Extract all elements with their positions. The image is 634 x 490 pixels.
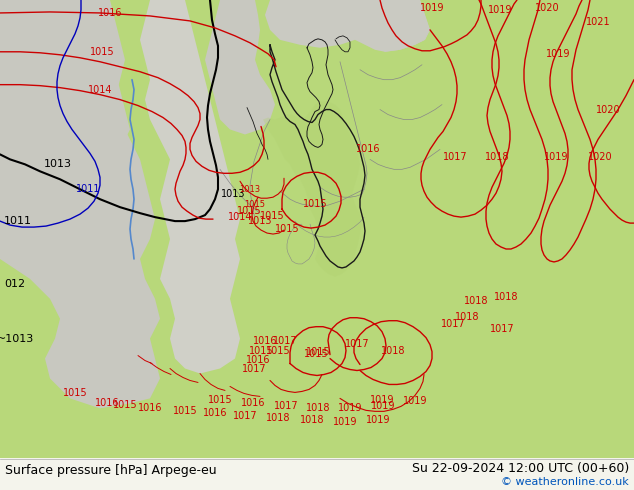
- Text: © weatheronline.co.uk: © weatheronline.co.uk: [501, 477, 629, 487]
- Polygon shape: [370, 0, 430, 52]
- Text: 1013: 1013: [240, 185, 261, 194]
- Polygon shape: [0, 0, 160, 408]
- Text: 1017: 1017: [233, 411, 257, 421]
- Text: 1020: 1020: [588, 152, 612, 162]
- Text: Surface pressure [hPa] Arpege-eu: Surface pressure [hPa] Arpege-eu: [5, 464, 217, 477]
- Text: 1015: 1015: [245, 200, 266, 209]
- Text: 1013: 1013: [248, 216, 272, 226]
- Text: ~1013: ~1013: [0, 334, 34, 343]
- Text: 1018: 1018: [485, 152, 509, 162]
- Text: 1020: 1020: [534, 3, 559, 13]
- Text: 1015: 1015: [275, 224, 299, 234]
- Text: 1017: 1017: [345, 339, 370, 348]
- Text: 1015: 1015: [260, 211, 284, 221]
- Polygon shape: [140, 0, 240, 373]
- Text: 1011: 1011: [75, 184, 100, 194]
- Text: 1016: 1016: [138, 403, 162, 414]
- Text: 1013: 1013: [221, 189, 245, 199]
- Text: 1019: 1019: [403, 396, 427, 406]
- Text: 1015: 1015: [304, 348, 328, 359]
- Text: 1014: 1014: [87, 85, 112, 95]
- Text: 1015: 1015: [172, 406, 197, 416]
- Text: 1015: 1015: [236, 206, 261, 216]
- Text: 1018: 1018: [306, 403, 330, 414]
- Text: 1016: 1016: [203, 408, 227, 418]
- Text: 1019: 1019: [370, 395, 394, 405]
- Text: 1018: 1018: [463, 296, 488, 306]
- Text: 1017: 1017: [273, 336, 297, 345]
- Text: 012: 012: [4, 279, 25, 289]
- Text: 1017: 1017: [489, 324, 514, 334]
- Text: 1015: 1015: [63, 389, 87, 398]
- Text: 1021: 1021: [586, 17, 611, 27]
- Text: 1018: 1018: [455, 312, 479, 322]
- Text: 1016: 1016: [356, 145, 380, 154]
- Polygon shape: [265, 0, 430, 52]
- Text: 1017: 1017: [274, 401, 299, 412]
- Text: 1019: 1019: [333, 417, 357, 427]
- Text: 1018: 1018: [300, 416, 324, 425]
- Text: 1016: 1016: [94, 398, 119, 408]
- Text: 1018: 1018: [381, 345, 405, 356]
- Text: 1015: 1015: [266, 345, 290, 356]
- Text: 1015: 1015: [302, 199, 327, 209]
- Polygon shape: [205, 0, 275, 134]
- Text: 1019: 1019: [544, 152, 568, 162]
- Text: 1017: 1017: [441, 318, 465, 329]
- Text: 1019: 1019: [366, 416, 391, 425]
- Text: 1018: 1018: [494, 292, 518, 302]
- Text: 1015: 1015: [208, 395, 232, 405]
- Polygon shape: [263, 101, 362, 277]
- Text: 1015: 1015: [113, 400, 138, 410]
- Text: 1016: 1016: [253, 336, 277, 345]
- Text: 1019: 1019: [338, 403, 362, 414]
- Text: 1019: 1019: [371, 401, 395, 412]
- Text: 1019: 1019: [546, 49, 570, 59]
- Text: 1015: 1015: [306, 346, 330, 357]
- Text: 1016: 1016: [241, 398, 265, 408]
- Text: Su 22-09-2024 12:00 UTC (00+60): Su 22-09-2024 12:00 UTC (00+60): [411, 462, 629, 475]
- Text: 1014: 1014: [228, 212, 252, 222]
- Text: 1013: 1013: [44, 159, 72, 170]
- Text: 1015: 1015: [249, 345, 273, 356]
- Text: 1017: 1017: [443, 152, 467, 162]
- Text: 1015: 1015: [89, 47, 114, 57]
- Text: 1016: 1016: [98, 8, 122, 18]
- Text: 1016: 1016: [246, 355, 270, 365]
- Text: 1019: 1019: [488, 5, 512, 15]
- Text: 1020: 1020: [596, 104, 620, 115]
- Text: 1011: 1011: [4, 216, 32, 226]
- Text: 1018: 1018: [266, 413, 290, 423]
- Polygon shape: [0, 0, 130, 174]
- Text: 1017: 1017: [242, 364, 266, 373]
- Text: 1019: 1019: [420, 3, 444, 13]
